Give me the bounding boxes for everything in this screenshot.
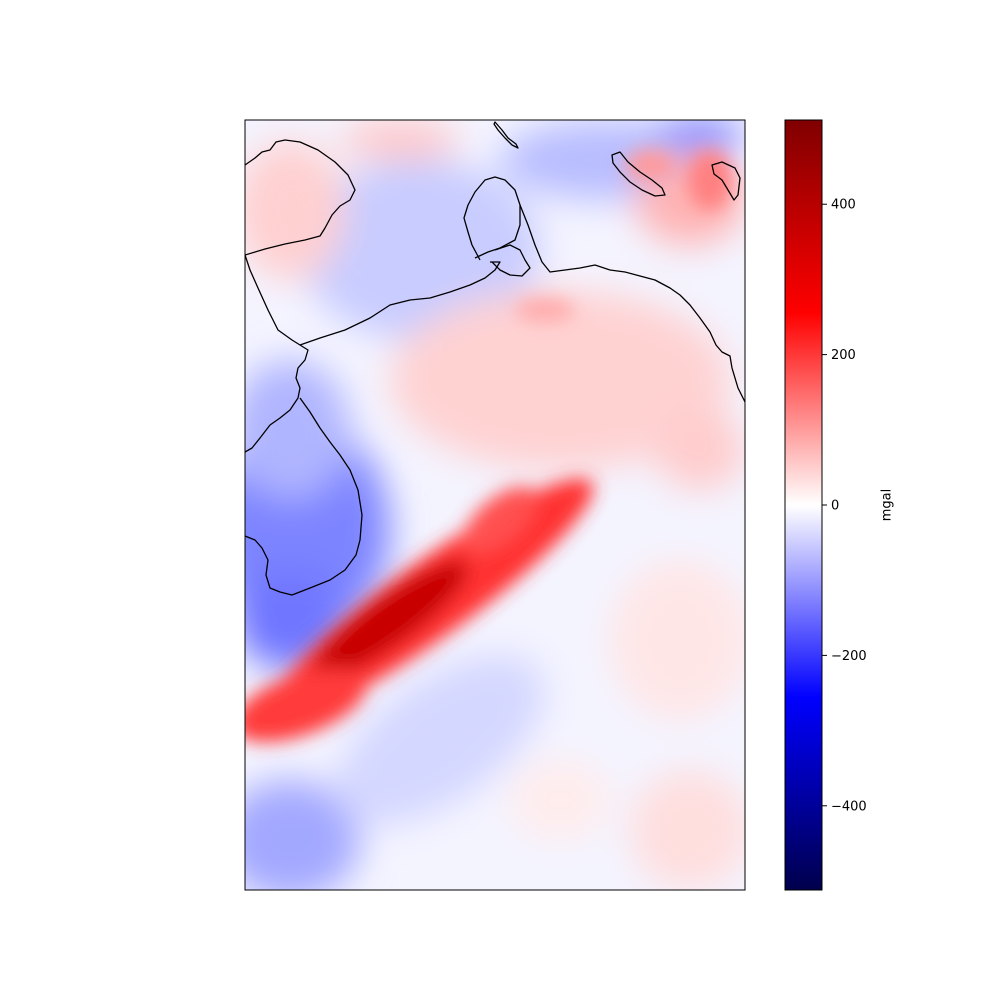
coastline-northwest [245, 139, 356, 256]
colorbar-tick-label: −400 [831, 799, 867, 814]
colorbar-tick-label: 0 [831, 499, 839, 514]
colorbar-tick-label: 200 [831, 348, 856, 363]
coastline-central-north [245, 254, 309, 453]
map-panel [244, 119, 746, 891]
colorbar-tick-label: 400 [831, 198, 856, 213]
colorbar-label: mgal [880, 489, 895, 522]
colorbar-ticks: 400 200 0 −200 −400 [822, 198, 867, 814]
colorbar-gradient [784, 119, 823, 891]
coastline-gulf-west [245, 397, 363, 596]
coastline-north-shore [299, 261, 501, 346]
coastline-peninsula-a [463, 176, 521, 261]
anomaly-field [245, 120, 745, 890]
coastlines [245, 121, 745, 596]
coastline-peninsula-b [491, 244, 531, 277]
coastline-east [519, 204, 745, 403]
colorbar: 400 200 0 −200 −400 mgal [784, 119, 895, 891]
island-north-a [493, 121, 519, 149]
colorbar-tick-label: −200 [831, 649, 867, 664]
map-frame [244, 119, 746, 891]
island-north-b [611, 151, 666, 197]
island-north-c [711, 161, 741, 201]
